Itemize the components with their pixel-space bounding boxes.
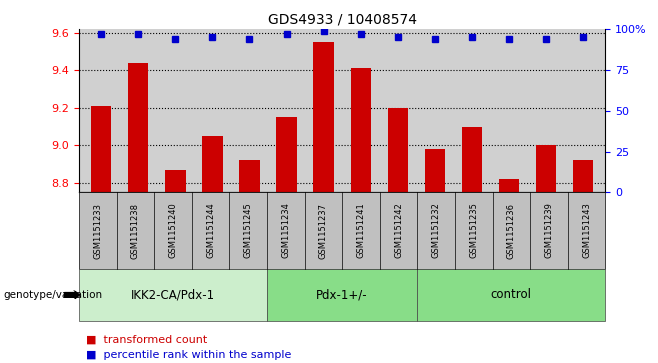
Text: control: control (491, 289, 532, 301)
Bar (351, 69, 371, 192)
Bar (424, 149, 445, 192)
Bar (128, 63, 149, 192)
Text: GSM1151240: GSM1151240 (168, 203, 178, 258)
Title: GDS4933 / 10408574: GDS4933 / 10408574 (268, 12, 417, 26)
Bar (462, 127, 482, 192)
Text: ■  percentile rank within the sample: ■ percentile rank within the sample (86, 350, 291, 360)
Text: GSM1151237: GSM1151237 (319, 203, 328, 258)
Text: GSM1151236: GSM1151236 (507, 203, 516, 258)
Bar (202, 136, 222, 192)
Bar (388, 108, 408, 192)
Text: IKK2-CA/Pdx-1: IKK2-CA/Pdx-1 (131, 289, 215, 301)
Bar (313, 42, 334, 192)
Text: GSM1151235: GSM1151235 (469, 203, 478, 258)
Text: GSM1151239: GSM1151239 (544, 203, 553, 258)
Text: GSM1151238: GSM1151238 (131, 203, 140, 258)
Bar (91, 106, 111, 192)
Bar (536, 146, 556, 192)
Text: GSM1151232: GSM1151232 (432, 203, 441, 258)
Text: GSM1151234: GSM1151234 (281, 203, 290, 258)
Bar (165, 170, 186, 192)
Bar (240, 160, 260, 192)
Text: GSM1151245: GSM1151245 (243, 203, 253, 258)
Text: GSM1151241: GSM1151241 (357, 203, 365, 258)
Text: Pdx-1+/-: Pdx-1+/- (316, 289, 368, 301)
Text: ■  transformed count: ■ transformed count (86, 334, 207, 344)
Bar (573, 160, 594, 192)
Bar (276, 117, 297, 192)
Text: GSM1151233: GSM1151233 (93, 203, 102, 258)
Text: GSM1151244: GSM1151244 (206, 203, 215, 258)
Text: GSM1151243: GSM1151243 (582, 203, 591, 258)
Text: GSM1151242: GSM1151242 (394, 203, 403, 258)
Bar (499, 179, 519, 192)
Text: genotype/variation: genotype/variation (3, 290, 103, 300)
